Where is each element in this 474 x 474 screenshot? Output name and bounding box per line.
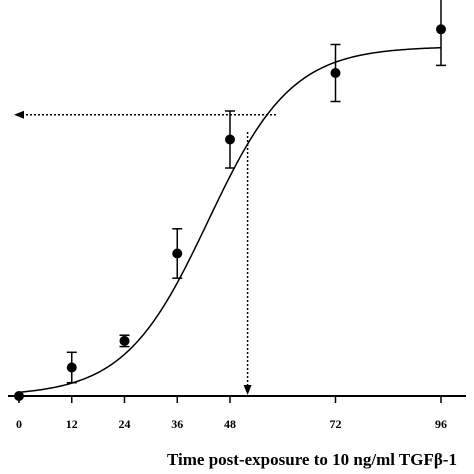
data-point-48 bbox=[225, 134, 235, 145]
data-points bbox=[14, 24, 446, 401]
sigmoid-fit-line bbox=[18, 46, 442, 394]
data-point-24 bbox=[119, 335, 130, 346]
x-tick-label-96: 96 bbox=[435, 417, 447, 431]
data-point-36 bbox=[172, 248, 183, 259]
data-point-12 bbox=[66, 362, 77, 373]
error-bars bbox=[66, 0, 446, 384]
x-tick-label-48: 48 bbox=[224, 417, 236, 431]
x-tick-label-24: 24 bbox=[119, 417, 131, 431]
data-point-96 bbox=[436, 24, 446, 35]
data-point-0 bbox=[14, 391, 24, 401]
x-axis-title: Time post-exposure to 10 ng/ml TGFβ-1 bbox=[167, 450, 457, 469]
guide-lines bbox=[14, 110, 276, 395]
x-tick-label-12: 12 bbox=[66, 417, 78, 431]
fit-curve bbox=[18, 46, 442, 394]
x-tick-labels: 0 12 24 36 48 72 96 bbox=[16, 417, 447, 431]
down-arrowhead bbox=[243, 385, 252, 395]
x-tick-label-0: 0 bbox=[16, 417, 22, 431]
data-point-72 bbox=[330, 68, 341, 78]
x-tick-label-72: 72 bbox=[330, 417, 342, 431]
x-tick-label-36: 36 bbox=[171, 417, 183, 431]
left-arrowhead bbox=[14, 110, 24, 119]
x-axis bbox=[8, 395, 466, 403]
